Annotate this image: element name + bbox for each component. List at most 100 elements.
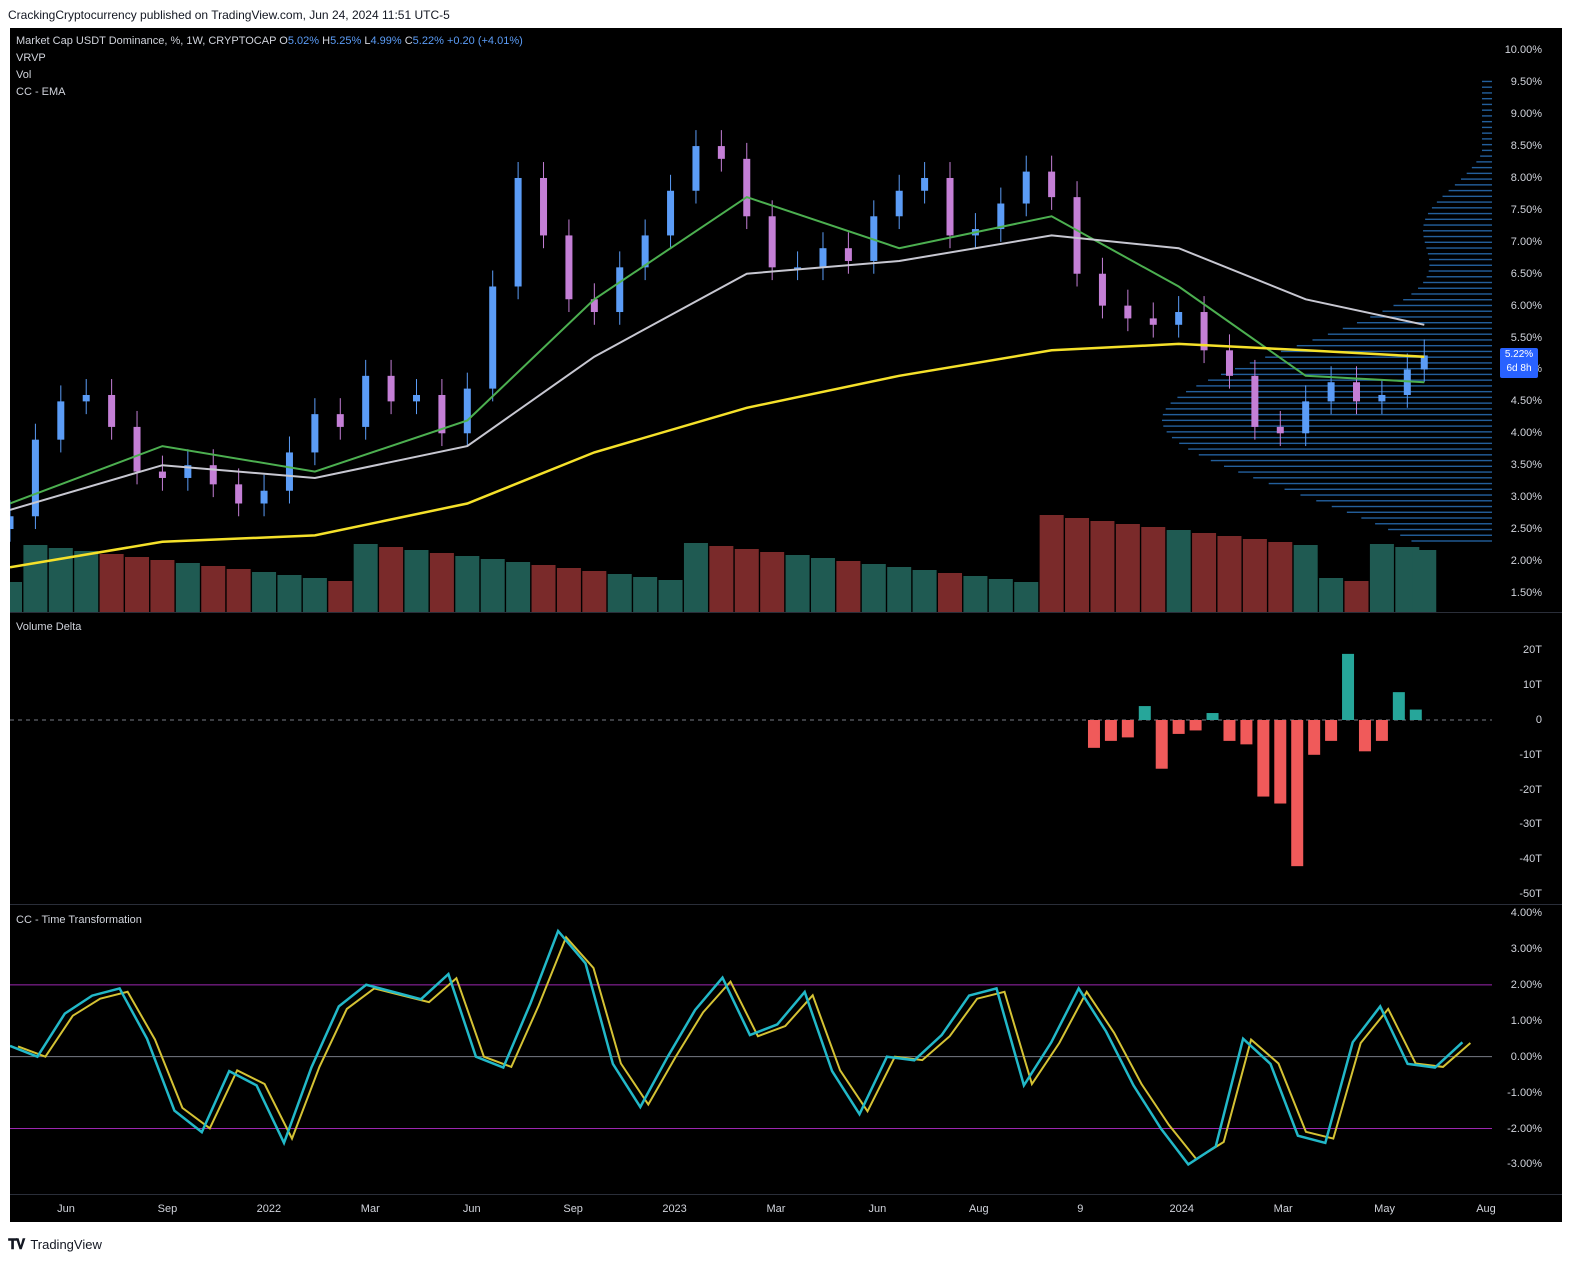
vrvp-row — [1482, 92, 1492, 94]
volume-bar — [760, 552, 785, 612]
vrvp-row — [1375, 523, 1492, 525]
volume-bar — [938, 573, 963, 612]
oscillator-svg[interactable] — [10, 905, 1562, 1194]
candle-body — [1175, 312, 1183, 325]
candle-body — [133, 426, 141, 472]
vrvp-row — [1423, 224, 1492, 226]
volume-bar — [277, 575, 302, 612]
volume-bar — [1344, 581, 1369, 612]
y-tick-label: 3.00% — [1510, 942, 1542, 955]
vrvp-row — [1424, 241, 1492, 243]
osc-y-axis[interactable]: 4.00% 3.00% 2.00% 1.00% 0.00% -1.00% -2.00% -3.… — [1492, 905, 1562, 1194]
y-tick-label: 2.50% — [1510, 523, 1542, 536]
price-chart-svg[interactable] — [10, 28, 1562, 612]
delta-y-axis[interactable]: 20T 10T 0 -10T -20T -30T -40T -50T — [1492, 613, 1562, 904]
volume-bar — [683, 543, 708, 612]
ema-line — [10, 234, 1425, 511]
y-tick-label: 4.00% — [1510, 907, 1542, 919]
vrvp-row — [1482, 126, 1492, 129]
y-tick-label: -40T — [1519, 853, 1542, 866]
volume-bar — [1090, 521, 1115, 612]
candle-body — [184, 465, 192, 478]
vrvp-row — [1163, 425, 1492, 427]
volume-delta-svg[interactable] — [10, 613, 1562, 904]
vrvp-row — [1429, 264, 1492, 266]
vrvp-row — [1162, 413, 1492, 416]
volume-bar — [1014, 582, 1039, 612]
volume-bar — [252, 572, 277, 612]
candle-body — [362, 375, 370, 427]
volume-delta-panel[interactable]: Volume Delta 20T 10T 0 -10T -20T -30T -40T -50T — [10, 613, 1562, 904]
candle-body — [463, 388, 471, 434]
low-label: L — [364, 35, 371, 47]
candle-body — [565, 235, 573, 300]
candle-body — [158, 471, 166, 478]
y-tick-label: 10.00% — [1504, 44, 1542, 57]
pane-separator-1[interactable] — [10, 612, 1562, 613]
vrvp-row — [1198, 454, 1492, 456]
x-tick-label: 2022 — [256, 1203, 282, 1215]
candle-body — [489, 286, 497, 389]
volume-bar — [1192, 533, 1217, 612]
volume-bar — [709, 546, 734, 612]
vrvp-row — [1482, 80, 1492, 83]
time-transformation-panel[interactable]: CC - Time Transformation 4.00% 3.00% 2.00%… — [10, 905, 1562, 1194]
y-tick-label: 0 — [1535, 714, 1542, 726]
price-panel[interactable]: Market Cap USDT Dominance, %, 1W, CRYPTO… — [10, 28, 1562, 612]
candle-body — [1378, 394, 1386, 402]
candle-body — [768, 216, 776, 268]
indicator-vrvp[interactable]: VRVP — [16, 52, 46, 64]
candle-body — [57, 401, 65, 440]
candle-body — [438, 394, 446, 434]
symbol-name: Market Cap USDT Dominance, %, 1W, CRYPTO… — [16, 35, 277, 47]
vrvp-row — [1177, 396, 1492, 399]
candle-body — [844, 248, 852, 261]
change-value: +0.20 (+4.01%) — [446, 35, 523, 47]
x-tick-label: Jun — [57, 1203, 75, 1215]
price-y-axis[interactable]: 10.00% 9.50% 9.00% 8.50% 8.00% 7.50% 7.00% 6.50… — [1492, 28, 1562, 612]
candle-body — [1353, 382, 1361, 402]
volume-bars — [10, 515, 1437, 612]
vrvp-row — [1327, 333, 1492, 335]
volume-bar — [912, 570, 937, 612]
vrvp-row — [1428, 270, 1492, 272]
vrvp-row — [1448, 189, 1492, 192]
vrvp-row — [1482, 120, 1492, 123]
volume-bar — [150, 560, 175, 612]
time-axis[interactable]: Jun Sep 2022 Mar Jun Sep 2023 Mar Jun Aug 9 2024 Mar… — [10, 1194, 1562, 1222]
candle-body — [1302, 401, 1310, 434]
y-tick-label: 9.00% — [1510, 108, 1542, 121]
vrvp-row — [1482, 103, 1492, 106]
candle-body — [31, 439, 39, 517]
chart-frame[interactable]: Market Cap USDT Dominance, %, 1W, CRYPTO… — [10, 28, 1562, 1222]
candle-body — [1149, 318, 1157, 325]
volume-delta-title[interactable]: Volume Delta — [16, 621, 82, 633]
y-tick-label: -1.00% — [1507, 1086, 1542, 1099]
indicator-vol[interactable]: Vol — [16, 69, 32, 81]
vrvp-row — [1165, 408, 1492, 410]
candle-body — [895, 190, 903, 217]
candle-body — [692, 146, 700, 191]
indicator-ema[interactable]: CC - EMA — [16, 86, 66, 98]
vrvp-row — [1346, 511, 1492, 513]
delta-bar — [1223, 720, 1236, 741]
y-tick-label: 20T — [1523, 644, 1542, 657]
vrvp-row — [1442, 195, 1492, 198]
vrvp-row — [1249, 362, 1492, 364]
y-tick-label: 2.00% — [1510, 978, 1542, 991]
high-label: H — [322, 35, 331, 47]
delta-bar — [1257, 720, 1270, 797]
pane-separator-2[interactable] — [10, 904, 1562, 905]
delta-bar — [1409, 709, 1422, 720]
vrvp-row — [1280, 350, 1492, 353]
y-tick-label: 1.50% — [1510, 586, 1542, 599]
delta-bar — [1358, 720, 1371, 752]
vrvp-row — [1471, 166, 1492, 169]
candle-body — [717, 146, 725, 159]
y-tick-label: 8.50% — [1510, 140, 1542, 153]
tradingview-logo[interactable]: 𝐓𝐕 TradingView — [8, 1236, 102, 1253]
volume-bar — [23, 545, 48, 612]
candle-body — [1048, 171, 1056, 198]
vrvp-row — [1331, 505, 1492, 508]
oscillator-title[interactable]: CC - Time Transformation — [16, 914, 142, 926]
